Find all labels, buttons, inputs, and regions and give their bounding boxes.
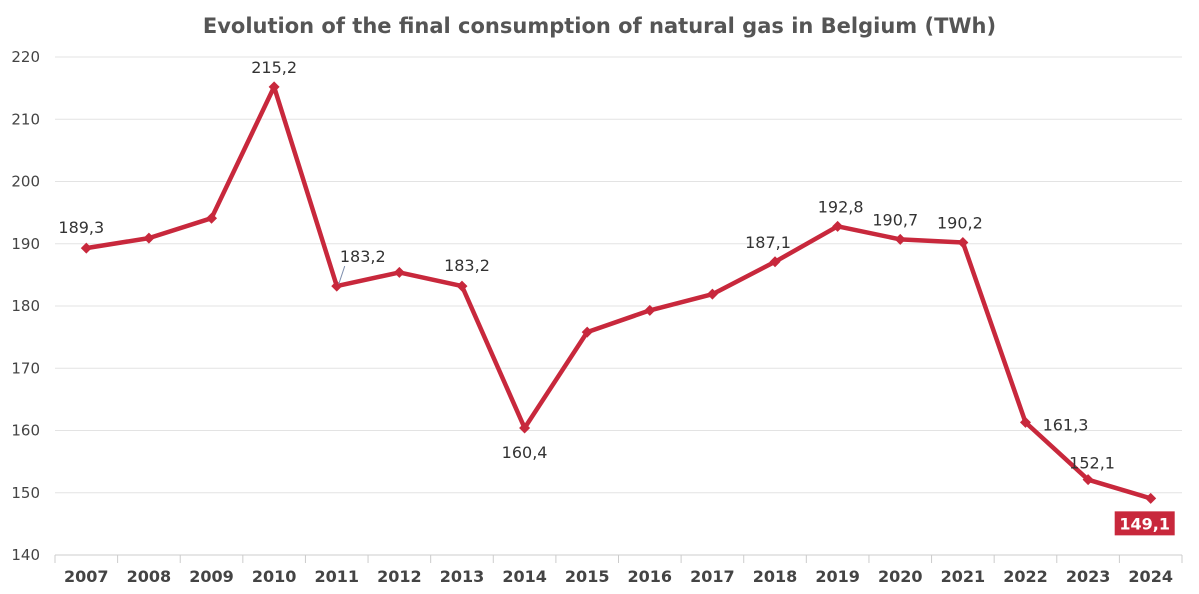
data-label: 160,4: [502, 443, 548, 462]
data-label: 190,2: [937, 214, 983, 233]
x-tick-label: 2007: [64, 567, 109, 586]
y-tick-label: 220: [11, 48, 40, 66]
data-label: 183,2: [444, 256, 490, 275]
data-label: 183,2: [340, 247, 386, 266]
data-label: 187,1: [745, 233, 791, 252]
chart-title: Evolution of the final consumption of na…: [202, 14, 997, 38]
x-tick-label: 2017: [690, 567, 735, 586]
data-label: 189,3: [58, 218, 104, 237]
y-tick-label: 180: [11, 297, 40, 315]
data-point: [1082, 474, 1094, 486]
data-point: [331, 280, 343, 292]
highlight-label-box: [1114, 511, 1175, 536]
x-tick-label: 2014: [502, 567, 547, 586]
x-tick-label: 2011: [314, 567, 359, 586]
x-tick-label: 2013: [440, 567, 485, 586]
x-tick-label: 2016: [628, 567, 673, 586]
series-line: [84, 84, 1153, 501]
y-tick-label: 170: [11, 359, 40, 377]
data-point: [206, 212, 218, 224]
label-connector: [338, 265, 346, 285]
data-point: [706, 288, 718, 300]
y-tick-label: 160: [11, 422, 40, 440]
data-point: [268, 81, 280, 93]
data-label: 192,8: [818, 197, 864, 216]
data-point: [393, 266, 405, 278]
y-tick-label: 190: [11, 235, 40, 253]
y-tick-label: 150: [11, 484, 40, 502]
data-point: [80, 242, 92, 254]
data-point: [581, 326, 593, 338]
data-point: [769, 256, 781, 268]
data-point: [456, 280, 468, 292]
data-point: [143, 232, 155, 244]
x-tick-label: 2018: [753, 567, 798, 586]
x-tick-label: 2010: [252, 567, 297, 586]
data-label: 190,7: [872, 210, 918, 229]
x-tick-label: 2023: [1066, 567, 1111, 586]
y-tick-label: 200: [11, 173, 40, 191]
x-tick-label: 2009: [189, 567, 234, 586]
data-point: [894, 233, 906, 245]
data-label: 149,1: [1119, 514, 1170, 533]
data-point: [519, 422, 531, 434]
x-tick-label: 2021: [941, 567, 986, 586]
data-point: [644, 304, 656, 316]
data-point: [957, 237, 969, 249]
y-tick-label: 210: [11, 110, 40, 128]
data-label: 215,2: [251, 58, 297, 77]
data-label: 152,1: [1069, 454, 1115, 473]
data-point: [832, 220, 844, 232]
x-tick-label: 2024: [1128, 567, 1173, 586]
data-label: 161,3: [1043, 415, 1089, 434]
x-tick-label: 2022: [1003, 567, 1048, 586]
x-tick-label: 2008: [127, 567, 172, 586]
x-tick-label: 2020: [878, 567, 923, 586]
data-point: [1019, 416, 1031, 428]
y-tick-label: 140: [11, 546, 40, 564]
x-tick-label: 2019: [815, 567, 860, 586]
x-tick-label: 2015: [565, 567, 610, 586]
x-tick-label: 2012: [377, 567, 422, 586]
data-point: [1145, 492, 1157, 504]
